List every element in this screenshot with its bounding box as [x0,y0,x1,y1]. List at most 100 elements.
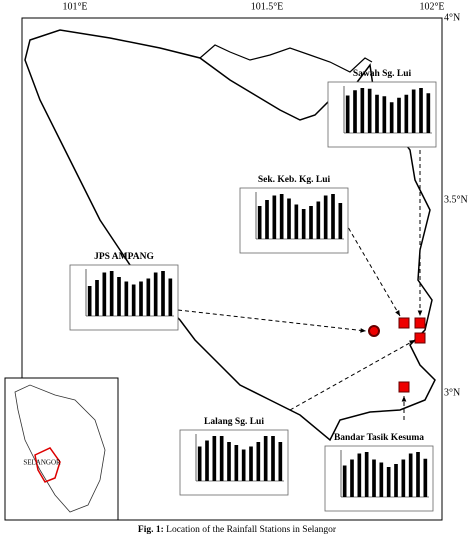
bar [408,453,413,497]
bar [205,440,209,481]
pointer-arrow [289,339,416,411]
bar [219,436,224,481]
pointer-arrow [344,221,401,317]
station-marker [398,317,410,329]
bar [372,459,376,497]
station-name: Bandar Tasik Kesuma [334,433,424,443]
arrow-head [401,396,407,402]
bar [271,436,275,481]
bar [338,203,343,239]
station-name: JPS AMPANG [94,252,154,262]
bar [301,209,306,239]
pointer-arrow [177,309,367,332]
bar [382,96,387,133]
bar [212,436,217,481]
inset-frame [4,377,119,521]
lon-label: 101°E [62,1,87,12]
bar [294,204,299,239]
bar [241,449,246,481]
bar [263,436,268,481]
station-marker [414,332,426,344]
bar [419,88,423,133]
peninsula [14,384,106,513]
bar [257,206,262,239]
bar [234,445,239,481]
bar [227,442,231,481]
lat-label: 4°N [444,12,460,23]
bar [309,206,313,239]
bar [256,442,261,481]
bar [401,459,406,497]
inset: SELANGOR [4,377,119,521]
station-name: Sawah Sg. Lui [353,69,412,79]
lat-label: 3°N [444,387,460,398]
inset-label: SELANGOR [23,459,61,467]
bar [109,271,114,316]
bar [153,272,158,316]
bar [357,453,362,497]
bar [394,464,398,497]
rainfall-chart: Sawah Sg. Lui [327,69,437,148]
bar [265,200,269,239]
rainfall-chart: JPS AMPANG [69,252,179,331]
bar [197,446,202,481]
bar [404,94,409,133]
caption-label: Fig. 1: [138,525,164,535]
bar [272,195,277,239]
bar [287,198,291,239]
bar [345,95,350,133]
bar [139,281,143,316]
lon-label: 102°E [419,1,444,12]
bar [278,442,283,481]
station-name: Lalang Sg. Lui [204,417,264,427]
bar [375,94,379,133]
bar [316,201,321,239]
map-frame [21,17,443,521]
bar [249,446,253,481]
bar [397,97,401,133]
rainfall-chart: Sek. Keb. Kg. Lui [239,175,349,254]
arrow-head [360,328,366,333]
bar [331,194,335,239]
arrow-head [417,310,423,316]
bar [168,278,173,316]
bar [389,102,394,133]
bar [426,93,431,133]
bar [279,194,284,239]
bar [323,195,328,239]
bar [87,286,92,316]
bar [423,458,428,497]
bar [161,271,165,316]
bar [95,280,99,316]
rainfall-chart: Lalang Sg. Lui [179,417,289,496]
bar [386,467,391,497]
bar [364,452,369,497]
bar [342,465,347,497]
bar [102,272,107,316]
bar [416,452,420,497]
bar [367,88,372,133]
lat-label: 3.5°N [444,194,468,205]
bar [360,88,365,133]
bar [124,281,129,316]
bar [131,284,136,316]
selangor-inset [34,447,61,483]
bar [411,89,416,133]
bar [117,277,121,316]
bar [350,459,354,497]
north-border [199,44,373,73]
station-marker [368,325,380,337]
arrow-head [409,340,415,345]
caption: Fig. 1: Location of the Rainfall Station… [138,524,337,535]
station-marker [414,317,426,329]
bar [353,90,357,133]
arrow-head [395,310,400,316]
bar [146,278,151,316]
lon-label: 101.5°E [251,1,284,12]
station-marker [398,381,410,393]
rainfall-chart: Bandar Tasik Kesuma [324,433,434,512]
station-name: Sek. Keb. Kg. Lui [258,175,331,185]
bar [379,462,384,497]
